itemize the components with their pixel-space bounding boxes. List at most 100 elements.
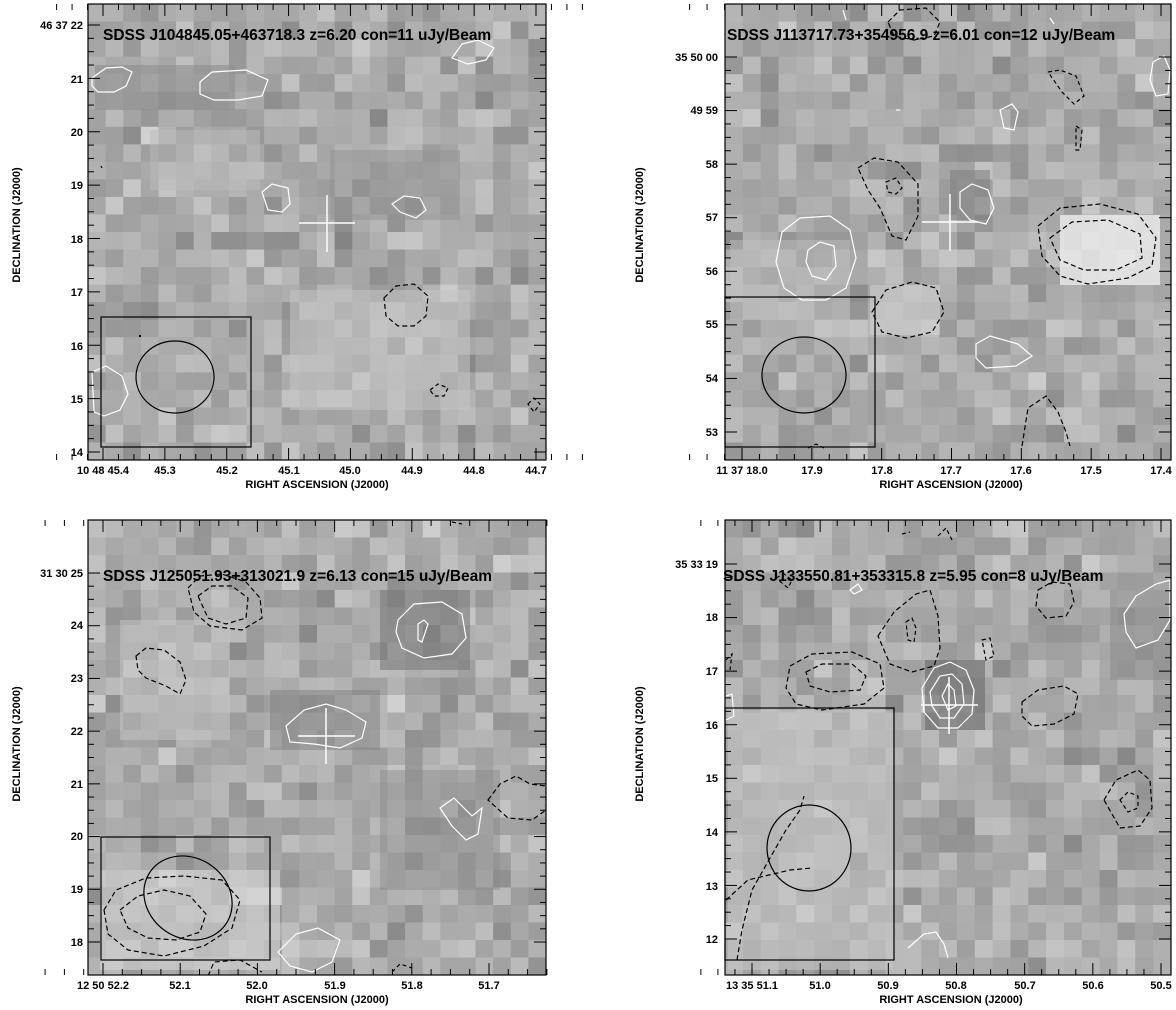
svg-text:23: 23	[71, 673, 83, 685]
svg-text:12: 12	[706, 934, 718, 946]
greyscale-image-3	[88, 520, 546, 975]
svg-text:17.4: 17.4	[1150, 465, 1172, 477]
beam-box-1	[100, 316, 252, 448]
svg-text:17.8: 17.8	[871, 465, 892, 477]
plot-frame-3	[44, 519, 548, 976]
svg-text:20: 20	[71, 127, 83, 139]
svg-text:15: 15	[71, 394, 83, 406]
source-cross-1	[299, 195, 355, 252]
svg-text:22: 22	[71, 726, 83, 738]
map-panel-2: SDSS J113717.73+354956.9 z=6.01 con=12 u…	[634, 3, 1173, 491]
plot-frame-2	[689, 3, 1172, 461]
greyscale-image-2	[725, 4, 1171, 460]
svg-text:17: 17	[71, 287, 83, 299]
ra-tick-labels-1: 10 48 45.4 45.3 45.2 45.1 45.0 44.9 44.8…	[77, 465, 547, 477]
svg-text:35 50 00: 35 50 00	[675, 52, 718, 64]
x-axis-label-4: RIGHT ASCENSION (J2000)	[879, 994, 1023, 1006]
x-axis-label-1: RIGHT ASCENSION (J2000)	[245, 479, 389, 491]
panel-title-1: SDSS J104845.05+463718.3 z=6.20 con=11 u…	[103, 27, 491, 44]
contours-2	[775, 7, 1171, 449]
svg-text:13 35 51.1: 13 35 51.1	[726, 980, 778, 992]
svg-text:14: 14	[71, 447, 84, 459]
svg-text:16: 16	[71, 341, 83, 353]
dec-tick-labels-1: 46 37 22 21 20 19 18 17 16 15 14	[40, 20, 84, 459]
y-axis-label-1: DECLINATION (J2000)	[11, 167, 23, 283]
svg-text:49 59: 49 59	[690, 105, 718, 117]
plot-frame-1	[56, 3, 583, 461]
svg-text:54: 54	[706, 373, 719, 385]
x-axis-label-3: RIGHT ASCENSION (J2000)	[245, 994, 389, 1006]
svg-text:51.0: 51.0	[809, 980, 830, 992]
contours-4	[725, 526, 1171, 961]
beam-box-3	[100, 836, 271, 961]
svg-text:11 37 18.0: 11 37 18.0	[716, 465, 767, 477]
svg-text:15: 15	[706, 773, 718, 785]
svg-text:13: 13	[706, 881, 718, 893]
svg-text:12 50 52.2: 12 50 52.2	[77, 980, 129, 992]
svg-text:50.6: 50.6	[1082, 980, 1103, 992]
svg-text:45.1: 45.1	[278, 465, 299, 477]
map-panel-1: SDSS J104845.05+463718.3 z=6.20 con=11 u…	[11, 3, 583, 491]
svg-text:50.9: 50.9	[877, 980, 898, 992]
ra-tick-labels-2: 11 37 18.0 17.9 17.8 17.7 17.6 17.5 17.4	[716, 465, 1172, 477]
svg-text:46 37 22: 46 37 22	[40, 20, 83, 32]
source-cross-3	[298, 708, 355, 764]
svg-text:19: 19	[71, 180, 83, 192]
svg-text:17.9: 17.9	[801, 465, 822, 477]
x-axis-label-2: RIGHT ASCENSION (J2000)	[879, 479, 1023, 491]
svg-text:50.8: 50.8	[945, 980, 966, 992]
map-panel-3: SDSS J125051.93+313021.9 z=6.13 con=15 u…	[11, 519, 548, 1006]
svg-text:17.7: 17.7	[940, 465, 961, 477]
svg-text:52.0: 52.0	[246, 980, 267, 992]
panel-title-4: SDSS J133550.81+353315.8 z=5.95 con=8 uJ…	[723, 568, 1103, 585]
svg-text:20: 20	[71, 831, 83, 843]
ra-tick-labels-4: 13 35 51.1 51.0 50.9 50.8 50.7 50.6 50.5	[726, 980, 1172, 992]
contours-3	[103, 521, 546, 975]
map-panel-4: SDSS J133550.81+353315.8 z=5.95 con=8 uJ…	[634, 519, 1172, 1006]
svg-text:50.7: 50.7	[1014, 980, 1035, 992]
plot-frame-4	[700, 519, 1172, 976]
dec-tick-labels-2: 35 50 00 49 59 58 57 56 55 54 53	[675, 52, 719, 439]
greyscale-image-4	[725, 520, 1171, 975]
svg-text:44.7: 44.7	[525, 465, 546, 477]
svg-text:51.7: 51.7	[478, 980, 499, 992]
svg-text:45.0: 45.0	[339, 465, 360, 477]
svg-text:31 30 25: 31 30 25	[40, 568, 83, 580]
svg-text:24: 24	[71, 620, 84, 632]
svg-text:45.2: 45.2	[216, 465, 237, 477]
y-axis-label-3: DECLINATION (J2000)	[11, 686, 23, 802]
svg-text:18: 18	[71, 234, 83, 246]
svg-text:44.9: 44.9	[401, 465, 422, 477]
svg-text:17: 17	[706, 666, 718, 678]
svg-text:51.9: 51.9	[324, 980, 345, 992]
ra-tick-labels-3: 12 50 52.2 52.1 52.0 51.9 51.8 51.7	[77, 980, 500, 992]
greyscale-image-1	[88, 4, 546, 460]
panel-title-2: SDSS J113717.73+354956.9 z=6.01 con=12 u…	[727, 27, 1115, 44]
svg-text:58: 58	[706, 159, 718, 171]
dec-tick-labels-3: 31 30 25 24 23 22 21 20 19 18	[40, 568, 84, 949]
svg-text:18: 18	[706, 612, 718, 624]
svg-text:21: 21	[71, 779, 83, 791]
svg-text:14: 14	[706, 827, 719, 839]
svg-text:17.5: 17.5	[1080, 465, 1101, 477]
svg-text:18: 18	[71, 937, 83, 949]
svg-text:10 48 45.4: 10 48 45.4	[77, 465, 130, 477]
svg-text:55: 55	[706, 319, 718, 331]
svg-text:52.1: 52.1	[169, 980, 190, 992]
svg-text:53: 53	[706, 427, 718, 439]
dec-tick-labels-4: 35 33 19 18 17 16 15 14 13 12	[675, 559, 719, 946]
svg-text:57: 57	[706, 212, 718, 224]
svg-text:51.8: 51.8	[401, 980, 422, 992]
svg-text:56: 56	[706, 266, 718, 278]
panel-title-3: SDSS J125051.93+313021.9 z=6.13 con=15 u…	[103, 568, 492, 585]
svg-text:50.5: 50.5	[1150, 980, 1171, 992]
svg-text:19: 19	[71, 884, 83, 896]
y-axis-label-2: DECLINATION (J2000)	[634, 167, 646, 283]
svg-text:44.8: 44.8	[463, 465, 484, 477]
y-axis-label-4: DECLINATION (J2000)	[634, 686, 646, 802]
svg-text:45.3: 45.3	[154, 465, 175, 477]
svg-text:35 33 19: 35 33 19	[675, 559, 718, 571]
source-cross-2	[922, 194, 978, 251]
svg-text:17.6: 17.6	[1010, 465, 1031, 477]
